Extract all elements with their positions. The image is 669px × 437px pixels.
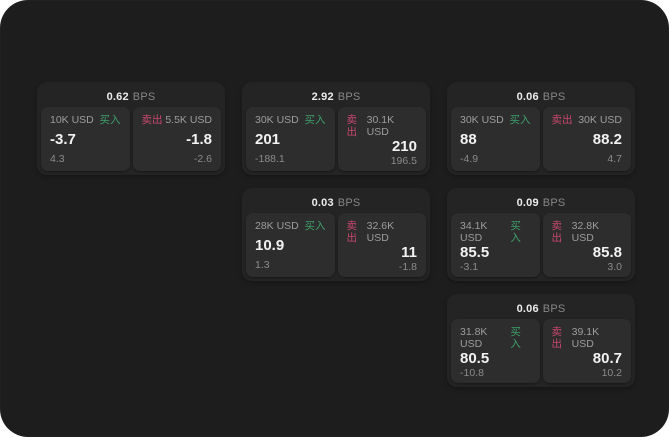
bps-spread-header: 2.92 BPS bbox=[246, 86, 426, 107]
sell-price: 210 bbox=[391, 138, 417, 155]
buy-quote-tile[interactable]: 28K USD 买入 10.9 1.3 bbox=[246, 213, 335, 277]
sell-quote-tile[interactable]: 卖出 39.1K USD 80.7 10.2 bbox=[542, 319, 631, 383]
buy-change: -10.8 bbox=[460, 367, 484, 379]
buy-quote-tile[interactable]: 30K USD 买入 88 -4.9 bbox=[451, 107, 540, 171]
bps-unit-label: BPS bbox=[337, 196, 361, 209]
bps-spread-header: 0.06 BPS bbox=[451, 86, 631, 107]
sell-size: 39.1K USD bbox=[571, 326, 600, 350]
sell-price: 80.7 bbox=[592, 350, 622, 367]
bps-unit-label: BPS bbox=[542, 90, 566, 103]
bps-value: 2.92 bbox=[311, 90, 334, 103]
buy-size: 30K USD bbox=[460, 114, 504, 126]
buy-price: 10.9 bbox=[255, 237, 285, 254]
sell-price: 85.8 bbox=[592, 244, 622, 261]
sell-label: 卖出 bbox=[551, 326, 563, 350]
buy-quote-tile[interactable]: 34.1K USD 买入 85.5 -3.1 bbox=[451, 213, 540, 277]
buy-price: 80.5 bbox=[460, 350, 490, 367]
sell-quote-tile[interactable]: 卖出 30.1K USD 210 196.5 bbox=[337, 107, 426, 171]
buy-price: -3.7 bbox=[50, 131, 76, 148]
buy-size: 31.8K USD bbox=[460, 326, 488, 350]
sell-size: 32.8K USD bbox=[571, 220, 600, 244]
sell-label: 卖出 bbox=[346, 114, 358, 138]
sell-change: -2.6 bbox=[193, 153, 212, 165]
bps-spread-header: 0.62 BPS bbox=[41, 86, 221, 107]
quote-card-2: 2.92 BPS 30K USD 买入 201 -188.1 卖出 30.1K … bbox=[242, 82, 430, 175]
quote-grid: 0.62 BPS 10K USD 买入 -3.7 4.3 卖出 5.5K USD bbox=[37, 82, 635, 387]
buy-change: -4.9 bbox=[460, 153, 479, 165]
sell-size: 32.6K USD bbox=[366, 220, 395, 244]
buy-size: 10K USD bbox=[50, 114, 94, 126]
bps-value: 0.06 bbox=[516, 302, 539, 315]
bps-value: 0.06 bbox=[516, 90, 539, 103]
bps-value: 0.62 bbox=[106, 90, 129, 103]
buy-price: 85.5 bbox=[460, 244, 490, 261]
bps-value: 0.03 bbox=[311, 196, 334, 209]
buy-change: -3.1 bbox=[460, 261, 479, 273]
buy-quote-tile[interactable]: 10K USD 买入 -3.7 4.3 bbox=[41, 107, 130, 171]
sell-size: 5.5K USD bbox=[165, 114, 212, 126]
quote-card-5: 0.09 BPS 34.1K USD 买入 85.5 -3.1 卖出 32.8K… bbox=[447, 188, 635, 281]
bps-spread-header: 0.03 BPS bbox=[246, 192, 426, 213]
sell-change: -1.8 bbox=[398, 261, 417, 273]
sell-label: 卖出 bbox=[551, 220, 563, 244]
buy-label: 买入 bbox=[510, 220, 521, 244]
sell-label: 卖出 bbox=[141, 114, 163, 126]
sell-price: 11 bbox=[401, 244, 417, 261]
buy-label: 买入 bbox=[509, 114, 531, 126]
quote-card-1: 0.62 BPS 10K USD 买入 -3.7 4.3 卖出 5.5K USD bbox=[37, 82, 225, 175]
bps-unit-label: BPS bbox=[542, 196, 566, 209]
buy-size: 34.1K USD bbox=[460, 220, 488, 244]
sell-quote-tile[interactable]: 卖出 32.6K USD 11 -1.8 bbox=[337, 213, 426, 277]
quote-card-4: 0.03 BPS 28K USD 买入 10.9 1.3 卖出 32.6K US… bbox=[242, 188, 430, 281]
sell-price: -1.8 bbox=[186, 131, 212, 148]
buy-change: 4.3 bbox=[50, 153, 65, 165]
buy-label: 买入 bbox=[99, 114, 121, 126]
sell-size: 30K USD bbox=[578, 114, 622, 126]
sell-change: 4.7 bbox=[607, 153, 622, 165]
sell-price: 88.2 bbox=[592, 131, 622, 148]
bps-unit-label: BPS bbox=[542, 302, 566, 315]
bps-value: 0.09 bbox=[516, 196, 539, 209]
sell-change: 196.5 bbox=[390, 155, 417, 167]
sell-label: 卖出 bbox=[346, 220, 358, 244]
buy-label: 买入 bbox=[510, 326, 521, 350]
buy-change: -188.1 bbox=[255, 153, 285, 165]
sell-quote-tile[interactable]: 卖出 30K USD 88.2 4.7 bbox=[542, 107, 631, 171]
bps-unit-label: BPS bbox=[337, 90, 361, 103]
buy-label: 买入 bbox=[304, 220, 326, 232]
buy-size: 30K USD bbox=[255, 114, 299, 126]
sell-quote-tile[interactable]: 卖出 32.8K USD 85.8 3.0 bbox=[542, 213, 631, 277]
bps-unit-label: BPS bbox=[132, 90, 156, 103]
sell-quote-tile[interactable]: 卖出 5.5K USD -1.8 -2.6 bbox=[132, 107, 221, 171]
sell-change: 3.0 bbox=[607, 261, 622, 273]
buy-price: 201 bbox=[255, 131, 281, 148]
sell-change: 10.2 bbox=[601, 367, 622, 379]
buy-quote-tile[interactable]: 30K USD 买入 201 -188.1 bbox=[246, 107, 335, 171]
buy-change: 1.3 bbox=[255, 259, 270, 271]
buy-price: 88 bbox=[460, 131, 477, 148]
sell-size: 30.1K USD bbox=[366, 114, 395, 138]
bps-spread-header: 0.09 BPS bbox=[451, 192, 631, 213]
quote-card-3: 0.06 BPS 30K USD 买入 88 -4.9 卖出 30K USD bbox=[447, 82, 635, 175]
buy-size: 28K USD bbox=[255, 220, 299, 232]
quote-card-6: 0.06 BPS 31.8K USD 买入 80.5 -10.8 卖出 39.1… bbox=[447, 294, 635, 387]
bps-spread-header: 0.06 BPS bbox=[451, 298, 631, 319]
buy-quote-tile[interactable]: 31.8K USD 买入 80.5 -10.8 bbox=[451, 319, 540, 383]
buy-label: 买入 bbox=[304, 114, 326, 126]
sell-label: 卖出 bbox=[551, 114, 573, 126]
